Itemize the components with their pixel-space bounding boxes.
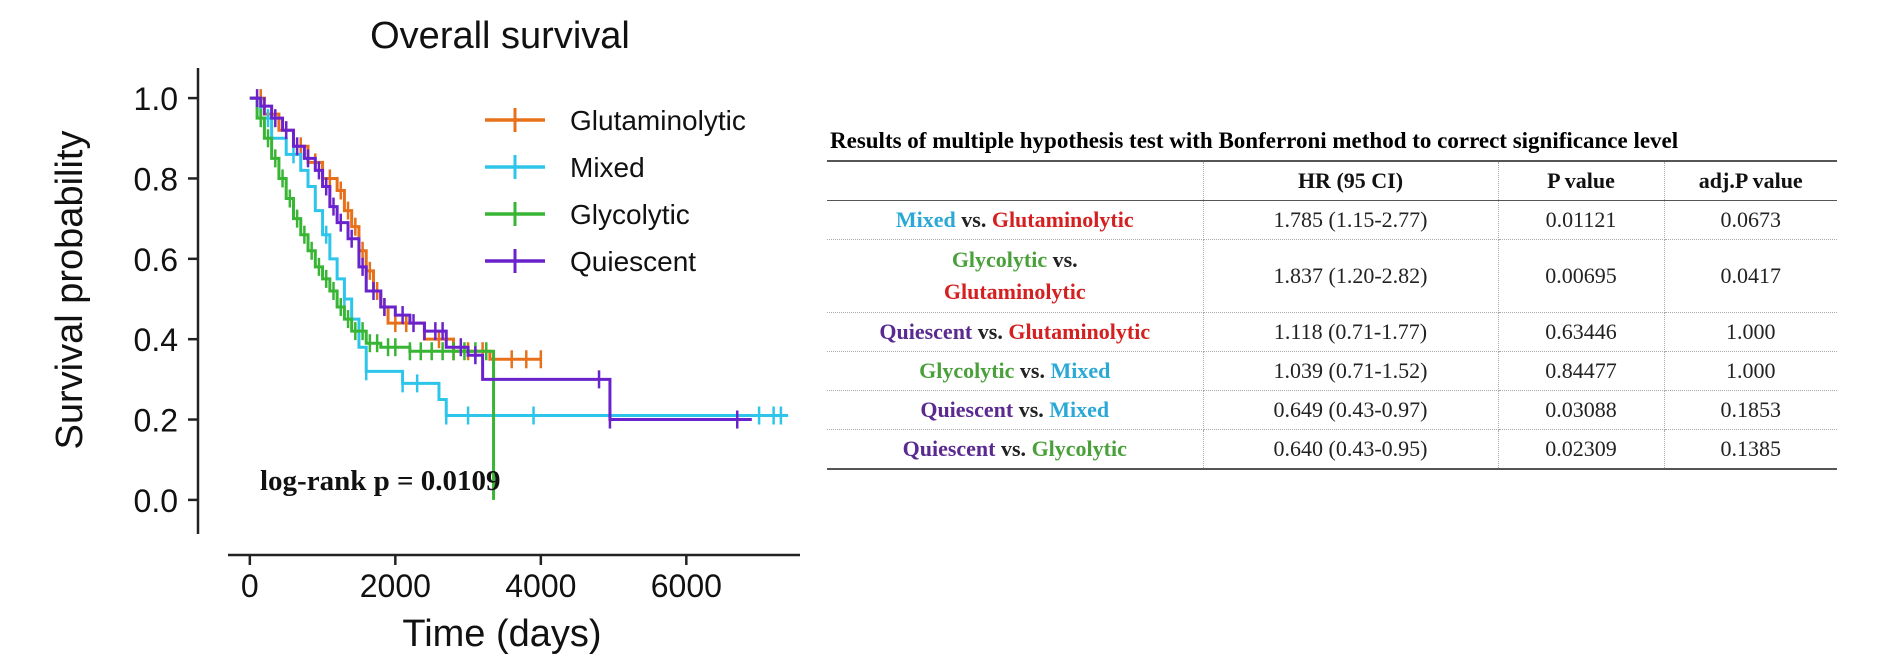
vs-label: vs. [1047, 247, 1078, 272]
group-b: Glutaminolytic [943, 279, 1086, 304]
hr-cell: 1.837 (1.20-2.82) [1202, 239, 1499, 313]
table-row: Quiescent vs. Glycolytic 0.640 (0.43-0.95… [827, 429, 1837, 470]
group-a: Glycolytic [919, 358, 1015, 383]
group-a: Quiescent [879, 319, 973, 344]
comparison-cell: Glycolytic vs. Glutaminolytic [827, 239, 1204, 313]
header-p-value: P value [1497, 161, 1665, 201]
y-tick-label: 0.6 [134, 242, 178, 278]
x-tick-label: 2000 [360, 568, 431, 604]
adj-p-value-cell: 0.1385 [1663, 429, 1837, 470]
comparison-cell: Quiescent vs. Mixed [827, 390, 1204, 430]
axes: 0.0 0.2 0.4 0.6 0.8 1.0 0 2000 4000 6000 [134, 68, 800, 604]
x-tick-label: 4000 [505, 568, 576, 604]
hr-cell: 0.649 (0.43-0.97) [1202, 390, 1499, 430]
vs-label: vs. [1014, 358, 1051, 383]
comparison-cell: Quiescent vs. Glutaminolytic [827, 312, 1204, 352]
hr-cell: 1.118 (0.71-1.77) [1202, 312, 1499, 352]
group-b: Mixed [1049, 397, 1110, 422]
legend-label-glycolytic: Glycolytic [570, 199, 690, 230]
header-comparison [827, 161, 1204, 201]
x-tick-label: 6000 [651, 568, 722, 604]
y-tick-label: 0.2 [134, 403, 178, 439]
group-b: Glutaminolytic [991, 207, 1134, 232]
y-axis-label: Survival probability [49, 131, 91, 450]
legend-label-quiescent: Quiescent [570, 246, 696, 277]
series-layer [249, 89, 789, 500]
p-value-cell: 0.00695 [1497, 239, 1665, 313]
legend: Glutaminolytic Mixed Glycolytic Quiescent [485, 105, 746, 277]
vs-label: vs. [972, 319, 1009, 344]
hr-cell: 1.785 (1.15-2.77) [1202, 200, 1499, 240]
legend-label-glutaminolytic: Glutaminolytic [570, 105, 746, 136]
results-table-panel: Results of multiple hypothesis test with… [827, 128, 1862, 470]
hr-cell: 0.640 (0.43-0.95) [1202, 429, 1499, 470]
adj-p-value-cell: 0.1853 [1663, 390, 1837, 430]
vs-label: vs. [1013, 397, 1050, 422]
y-tick-label: 0.0 [134, 483, 178, 519]
table-header-row: HR (95 CI) P value adj.P value [827, 161, 1837, 201]
hr-cell: 1.039 (0.71-1.52) [1202, 351, 1499, 391]
adj-p-value-cell: 1.000 [1663, 312, 1837, 352]
adj-p-value-cell: 0.0417 [1663, 239, 1837, 313]
comparison-cell: Quiescent vs. Glycolytic [827, 429, 1204, 470]
group-b: Glycolytic [1031, 436, 1127, 461]
table-row: Glycolytic vs. Mixed 1.039 (0.71-1.52) 0.8… [827, 351, 1837, 391]
vs-label: vs. [955, 207, 992, 232]
group-a: Quiescent [902, 436, 996, 461]
p-value-cell: 0.63446 [1497, 312, 1665, 352]
adj-p-value-cell: 1.000 [1663, 351, 1837, 391]
group-b: Mixed [1050, 358, 1111, 383]
y-tick-label: 0.4 [134, 322, 178, 358]
y-tick-label: 0.8 [134, 161, 178, 197]
adj-p-value-cell: 0.0673 [1663, 200, 1837, 240]
km-plot: Overall survival Survival probability Ti… [49, 15, 800, 655]
header-hr: HR (95 CI) [1202, 161, 1499, 201]
table-row: Quiescent vs. Glutaminolytic 1.118 (0.71-… [827, 312, 1837, 352]
table-row: Glycolytic vs. Glutaminolytic 1.837 (1.20… [827, 239, 1837, 313]
x-axis-label: Time (days) [402, 613, 601, 655]
p-value-cell: 0.84477 [1497, 351, 1665, 391]
header-adj-p-value: adj.P value [1663, 161, 1837, 201]
group-a: Glycolytic [951, 247, 1048, 272]
legend-label-mixed: Mixed [570, 152, 645, 183]
p-value-cell: 0.03088 [1497, 390, 1665, 430]
curve-glycolytic [249, 96, 496, 500]
group-a: Mixed [895, 207, 956, 232]
comparison-cell: Glycolytic vs. Mixed [827, 351, 1204, 391]
chart-title: Overall survival [370, 15, 630, 57]
group-a: Quiescent [920, 397, 1014, 422]
p-value-cell: 0.02309 [1497, 429, 1665, 470]
group-b: Glutaminolytic [1008, 319, 1151, 344]
p-value-cell: 0.01121 [1497, 200, 1665, 240]
table-row: Mixed vs. Glutaminolytic 1.785 (1.15-2.77… [827, 200, 1837, 240]
table-caption: Results of multiple hypothesis test with… [830, 128, 1679, 153]
comparison-cell: Mixed vs. Glutaminolytic [827, 200, 1204, 240]
curve-quiescent [249, 96, 752, 422]
logrank-annotation: log-rank p = 0.0109 [260, 465, 501, 497]
y-tick-label: 1.0 [134, 81, 178, 117]
x-tick-label: 0 [241, 568, 259, 604]
curve-mixed [249, 96, 789, 418]
table-row: Quiescent vs. Mixed 0.649 (0.43-0.97) 0.03… [827, 390, 1837, 430]
results-table: HR (95 CI) P value adj.P value Mixed vs.… [827, 160, 1837, 470]
vs-label: vs. [995, 436, 1032, 461]
